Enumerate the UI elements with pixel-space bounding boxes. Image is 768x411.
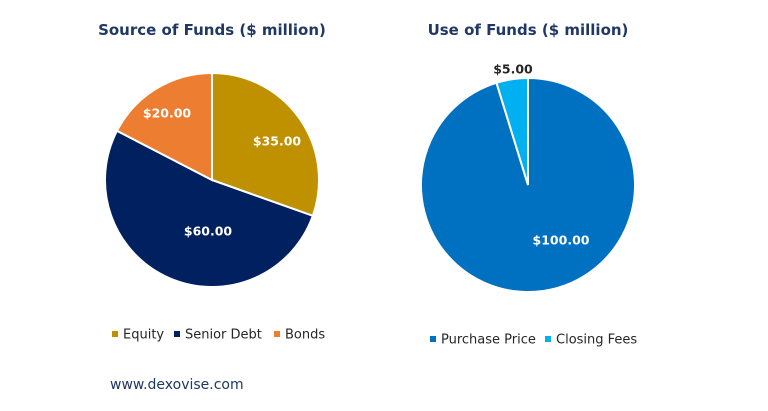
pie-slice-bonds bbox=[115, 71, 213, 182]
legend-swatch-bonds bbox=[274, 331, 280, 337]
pie-slice-equity bbox=[211, 71, 320, 218]
data-label-purchase-price: $100.00 bbox=[533, 233, 590, 248]
legend-label-equity: Equity bbox=[123, 328, 164, 343]
legend-label-senior-debt: Senior Debt bbox=[185, 328, 262, 343]
data-label-equity: $35.00 bbox=[253, 134, 302, 149]
legend-swatch-equity bbox=[112, 331, 118, 337]
data-label-closing-fees: $5.00 bbox=[493, 62, 533, 77]
pie-slice-closing-fees bbox=[495, 76, 529, 186]
legend-swatch-senior-debt bbox=[174, 331, 180, 337]
legend-swatch-closing-fees bbox=[545, 336, 551, 342]
use-chart-title: Use of Funds ($ million) bbox=[428, 21, 629, 39]
legend-label-closing-fees: Closing Fees bbox=[556, 333, 637, 348]
use-pie: $100.00 $5.00 bbox=[420, 62, 636, 293]
source-of-funds-chart: Source of Funds ($ million) $35.00 $60.00… bbox=[98, 21, 326, 343]
source-pie: $35.00 $60.00 $20.00 bbox=[104, 71, 320, 288]
source-chart-title: Source of Funds ($ million) bbox=[98, 21, 326, 39]
data-label-bonds: $20.00 bbox=[143, 106, 192, 121]
footer-website: www.dexovise.com bbox=[110, 377, 244, 393]
data-label-senior-debt: $60.00 bbox=[184, 224, 233, 239]
legend-label-bonds: Bonds bbox=[285, 328, 325, 343]
pie-slice-senior-debt bbox=[104, 129, 315, 288]
use-of-funds-chart: Use of Funds ($ million) $100.00 $5.00 Pu… bbox=[420, 21, 637, 348]
use-legend: Purchase Price Closing Fees bbox=[430, 333, 637, 348]
legend-swatch-purchase-price bbox=[430, 336, 436, 342]
legend-label-purchase-price: Purchase Price bbox=[441, 333, 536, 348]
source-legend: Equity Senior Debt Bonds bbox=[112, 328, 325, 343]
